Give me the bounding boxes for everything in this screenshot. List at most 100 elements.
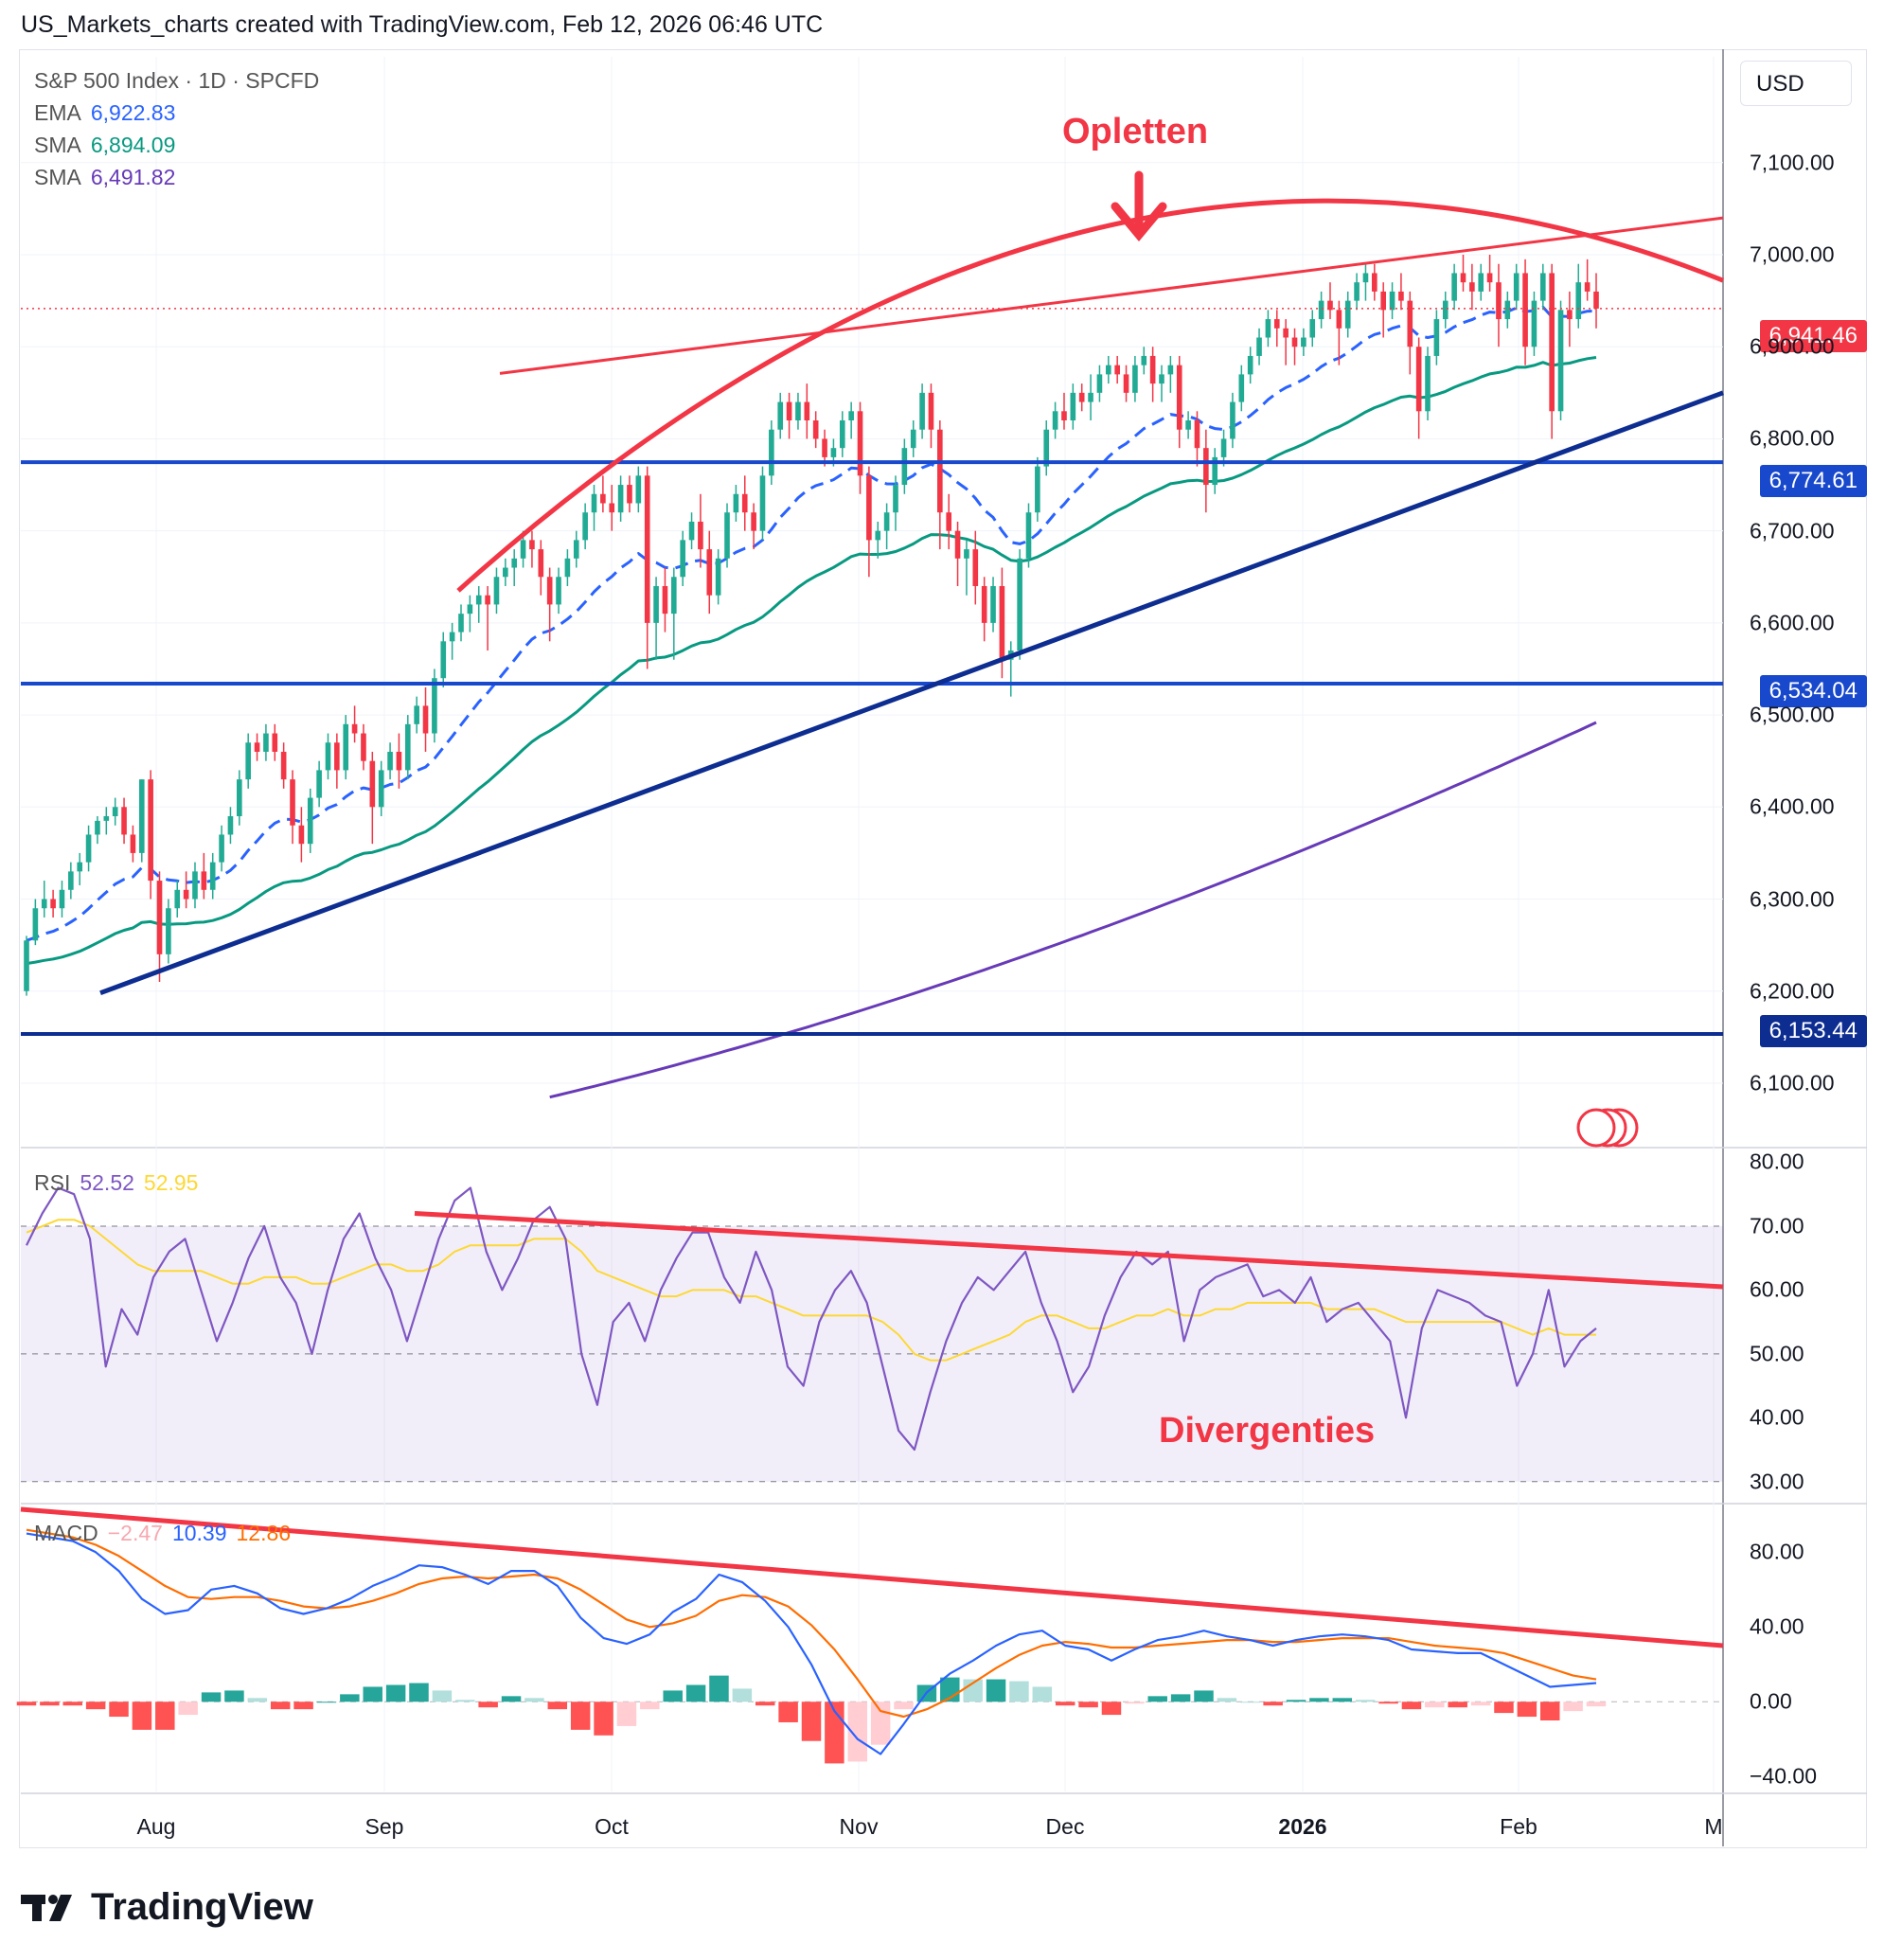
y-tick-label: 6,700.00	[1750, 518, 1835, 543]
y-tick-label: 6,900.00	[1750, 333, 1835, 359]
macd-histogram-bar	[663, 1690, 683, 1702]
candle-body	[901, 448, 908, 486]
y-tick-label: 50.00	[1750, 1341, 1804, 1366]
candle-body	[1256, 337, 1262, 356]
candle-body	[1301, 337, 1306, 347]
candle-body	[1061, 411, 1067, 420]
macd-histogram-bar	[1170, 1694, 1191, 1702]
candle-body	[680, 540, 685, 578]
candle-body	[972, 549, 979, 586]
annotation-opletten: Opletten	[1062, 112, 1209, 151]
candle-body	[715, 558, 721, 596]
candle-body	[1557, 310, 1564, 412]
candle-body	[1230, 401, 1235, 439]
candle-body	[1185, 420, 1191, 430]
macd-histogram-bar	[847, 1702, 868, 1762]
macd-histogram-bar	[385, 1684, 406, 1702]
candle-body	[192, 871, 198, 900]
macd-histogram-bar	[478, 1702, 498, 1708]
macd-histogram-bar	[570, 1702, 591, 1730]
y-tick-label: 80.00	[1750, 1149, 1804, 1174]
price-tag-level3: 6,153.44	[1759, 1015, 1867, 1047]
candle-body	[1088, 392, 1093, 402]
macd-histogram-bar	[594, 1702, 613, 1736]
candle-body	[698, 521, 703, 550]
candle-body	[848, 411, 854, 420]
candle-body	[440, 641, 447, 679]
candle-body	[910, 429, 916, 449]
price-tag-last: 6,941.46	[1759, 320, 1867, 352]
macd-histogram-bar	[85, 1702, 106, 1710]
candle-body	[369, 760, 376, 808]
candle-body	[378, 770, 384, 808]
candle-body	[609, 503, 615, 513]
candle-body	[1496, 282, 1502, 320]
legend-sma1-value: 6,894.09	[90, 133, 176, 157]
candle-body	[600, 493, 606, 504]
macd-histogram-bar	[1355, 1700, 1376, 1702]
candle-body	[741, 493, 748, 513]
tradingview-logo-text: TradingView	[91, 1886, 313, 1928]
macd-histogram-bar	[616, 1702, 637, 1726]
macd-histogram-bar	[432, 1690, 453, 1702]
macd-histogram-bar	[340, 1694, 360, 1702]
candle-body	[946, 512, 952, 531]
candle-body	[219, 834, 224, 863]
candle-body	[1336, 310, 1342, 329]
candle-body	[254, 742, 260, 752]
candle-body	[1273, 319, 1280, 329]
legend-sma1-label: SMA	[34, 133, 81, 157]
macd-histogram-bar	[1332, 1698, 1353, 1702]
candle-body	[511, 558, 518, 568]
currency-button[interactable]: USD	[1740, 61, 1852, 106]
candle-body	[582, 512, 588, 541]
y-tick-label: 6,600.00	[1750, 610, 1835, 635]
x-tick-label: Feb	[1500, 1814, 1537, 1839]
y-tick-label: 6,100.00	[1750, 1070, 1835, 1096]
candle-body	[1052, 411, 1058, 430]
candle-body	[937, 429, 943, 513]
candle-body	[627, 485, 632, 504]
candle-body	[999, 585, 1005, 660]
candle-body	[688, 521, 695, 541]
candle-body	[1114, 365, 1120, 375]
macd-histogram-bar	[1263, 1702, 1283, 1706]
candle-body	[617, 485, 624, 513]
candle-body	[1504, 300, 1511, 320]
macd-histogram-bar	[1470, 1702, 1491, 1706]
indicator-lines	[26, 305, 1597, 1755]
candle-body	[1442, 300, 1449, 320]
rsi-value: 52.52	[80, 1170, 134, 1195]
candle-body	[1149, 355, 1156, 384]
candle-body	[804, 401, 810, 420]
candle-body	[1469, 282, 1475, 292]
candle-body	[1575, 282, 1582, 320]
macd-histogram-bar	[409, 1683, 429, 1702]
candle-body	[148, 779, 153, 882]
candle-body	[263, 733, 269, 752]
candle-body	[529, 540, 535, 550]
candle-body	[1344, 300, 1351, 329]
tradingview-logo[interactable]: TradingView	[21, 1886, 313, 1929]
candle-body	[751, 512, 756, 531]
macd-histogram	[16, 1675, 1723, 1764]
candle-body	[1247, 355, 1253, 375]
candles	[24, 255, 1599, 996]
candle-body	[1478, 273, 1484, 292]
candle-body	[95, 820, 100, 835]
macd-histogram-bar	[1517, 1702, 1537, 1718]
candle-body	[1460, 273, 1466, 283]
candle-body	[1291, 337, 1298, 347]
candle-body	[85, 834, 92, 863]
candle-body	[635, 475, 642, 504]
candle-body	[1194, 420, 1200, 449]
macd-histogram-bar	[524, 1698, 544, 1702]
candle-body	[361, 733, 366, 761]
candle-body	[59, 889, 65, 909]
candle-body	[24, 940, 29, 991]
candle-body	[1415, 347, 1422, 412]
candle-body	[724, 512, 730, 559]
candle-body	[475, 595, 482, 605]
candle-body	[670, 577, 677, 615]
